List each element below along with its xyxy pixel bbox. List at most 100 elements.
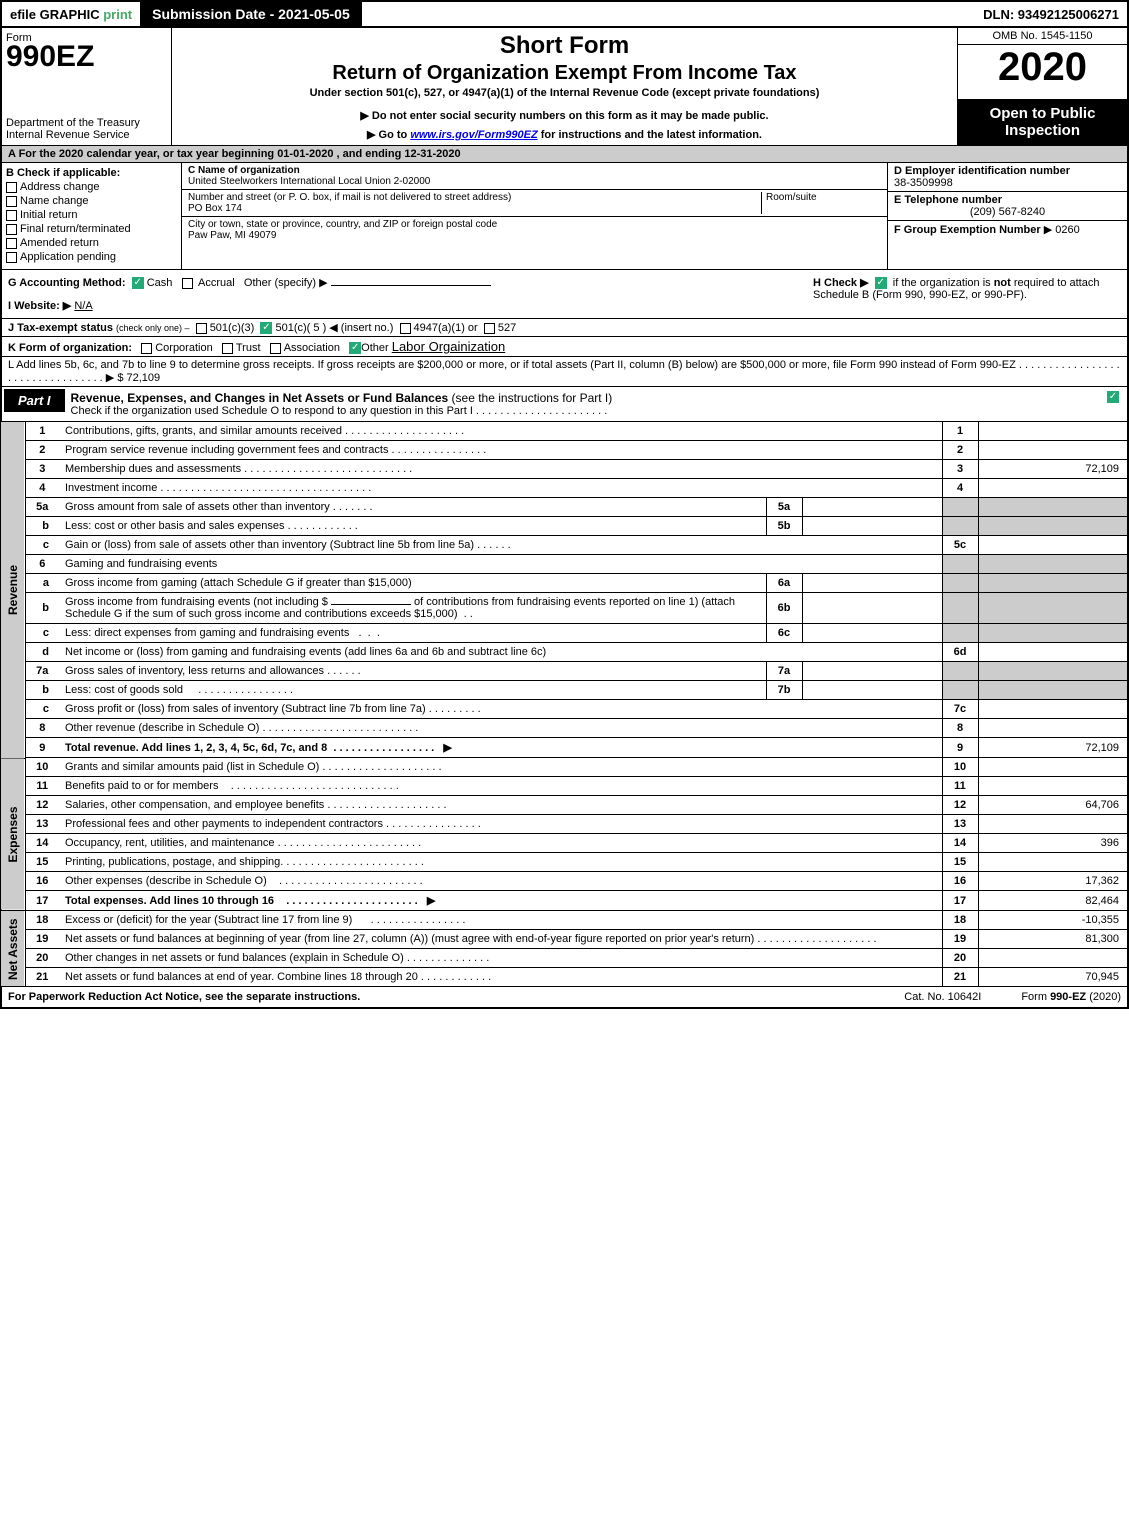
website-value: N/A [74, 300, 92, 312]
line-1: Revenue 1 Contributions, gifts, grants, … [1, 422, 1128, 441]
line-6c: c Less: direct expenses from gaming and … [1, 624, 1128, 643]
row-k-form-org: K Form of organization: Corporation Trus… [0, 337, 1129, 357]
i-label: I Website: ▶ [8, 300, 71, 312]
tax-year: 2020 [958, 45, 1127, 89]
form-title: Short Form [176, 32, 953, 60]
k-other-checked-icon: ✓ [349, 342, 361, 354]
checkbox-icon[interactable] [6, 210, 17, 221]
row-a-tax-year: A For the 2020 calendar year, or tax yea… [0, 146, 1129, 163]
open-to-public: Open to Public Inspection [958, 99, 1127, 145]
line-15: 15 Printing, publications, postage, and … [1, 853, 1128, 872]
line-2: 2 Program service revenue including gove… [1, 441, 1128, 460]
line-6a: a Gross income from gaming (attach Sched… [1, 574, 1128, 593]
h-text1: if the organization is [893, 277, 994, 289]
k-assoc: Association [284, 342, 340, 354]
cash-checked-icon: ✓ [132, 277, 144, 289]
addr-label: Number and street (or P. O. box, if mail… [188, 192, 761, 203]
row-l-gross-receipts: L Add lines 5b, 6c, and 7b to line 9 to … [0, 357, 1129, 387]
ein-value: 38-3509998 [894, 177, 1121, 189]
checkbox-icon[interactable] [6, 224, 17, 235]
irs-link[interactable]: www.irs.gov/Form990EZ [410, 129, 537, 141]
other-option: Other (specify) ▶ [244, 277, 328, 289]
chk-application-pending[interactable]: Application pending [6, 251, 177, 263]
page-footer: For Paperwork Reduction Act Notice, see … [0, 987, 1129, 1009]
part-1-check-line: Check if the organization used Schedule … [71, 405, 613, 417]
top-bar: efile GRAPHIC print Submission Date - 20… [0, 0, 1129, 28]
checkbox-icon[interactable] [222, 343, 233, 354]
l-amount: $ 72,109 [117, 372, 160, 384]
d-label: D Employer identification number [894, 165, 1121, 177]
graphic-word: GRAPHIC [40, 7, 100, 22]
j-501c: 501(c)( 5 ) ◀ (insert no.) [276, 322, 394, 334]
form-number: 990EZ [6, 40, 167, 74]
checkbox-icon[interactable] [6, 196, 17, 207]
line-6b: b Gross income from fundraising events (… [1, 593, 1128, 624]
l-text: L Add lines 5b, 6c, and 7b to line 9 to … [8, 359, 1120, 384]
org-city-block: City or town, state or province, country… [182, 217, 887, 243]
line-8: 8 Other revenue (describe in Schedule O)… [1, 719, 1128, 738]
j-label: J Tax-exempt status [8, 322, 113, 334]
checkbox-icon[interactable] [270, 343, 281, 354]
arrow-icon: ▶ [427, 895, 435, 907]
paperwork-notice: For Paperwork Reduction Act Notice, see … [8, 991, 360, 1003]
part-1-schedule-o-check[interactable]: ✓ [1099, 387, 1127, 407]
j-4947: 4947(a)(1) or [414, 322, 478, 334]
section-bcd: B Check if applicable: Address change Na… [0, 163, 1129, 270]
column-g: G Accounting Method: ✓ Cash Accrual Othe… [2, 270, 807, 318]
line-4: 4 Investment income . . . . . . . . . . … [1, 479, 1128, 498]
line-7a: 7a Gross sales of inventory, less return… [1, 662, 1128, 681]
chk-final-return[interactable]: Final return/terminated [6, 223, 177, 235]
header-right: OMB No. 1545-1150 2020 Open to Public In… [957, 28, 1127, 145]
form-footer-ref: Form 990-EZ (2020) [1021, 991, 1121, 1003]
h-checked-icon: ✓ [875, 277, 887, 289]
line-6: 6 Gaming and fundraising events [1, 555, 1128, 574]
arrow-icon: ▶ [443, 742, 451, 754]
checkbox-icon[interactable] [182, 278, 193, 289]
h-label: H Check ▶ [813, 277, 869, 289]
checkbox-icon[interactable] [6, 182, 17, 193]
column-b-checkboxes: B Check if applicable: Address change Na… [2, 163, 182, 269]
dept-treasury: Department of the Treasury [6, 117, 167, 129]
line-13: 13 Professional fees and other payments … [1, 815, 1128, 834]
header-center: Short Form Return of Organization Exempt… [172, 28, 957, 145]
f-value: 0260 [1055, 224, 1079, 236]
city-label: City or town, state or province, country… [188, 219, 881, 230]
print-word[interactable]: print [103, 7, 132, 22]
line-19: 19 Net assets or fund balances at beginn… [1, 930, 1128, 949]
under-section-text: Under section 501(c), 527, or 4947(a)(1)… [176, 87, 953, 99]
line-5b: b Less: cost or other basis and sales ex… [1, 517, 1128, 536]
chk-amended-return[interactable]: Amended return [6, 237, 177, 249]
line-17-total-expenses: 17 Total expenses. Add lines 10 through … [1, 891, 1128, 911]
f-arrow: ▶ [1044, 224, 1052, 236]
chk-address-change[interactable]: Address change [6, 181, 177, 193]
revenue-side-label: Revenue [1, 422, 25, 758]
checkbox-icon[interactable] [141, 343, 152, 354]
website-line: I Website: ▶ N/A [8, 299, 801, 312]
go-prefix: ▶ Go to [367, 129, 410, 141]
expenses-side-label: Expenses [1, 758, 25, 911]
other-specify-input[interactable] [331, 285, 491, 286]
org-city: Paw Paw, MI 49079 [188, 230, 881, 241]
chk-name-change[interactable]: Name change [6, 195, 177, 207]
go-suffix: for instructions and the latest informat… [541, 129, 762, 141]
k-label: K Form of organization: [8, 342, 132, 354]
k-other: Other [361, 342, 389, 354]
f-group-block: F Group Exemption Number ▶ 0260 [888, 221, 1127, 238]
chk-initial-return[interactable]: Initial return [6, 209, 177, 221]
checkbox-icon[interactable] [484, 323, 495, 334]
submission-date: Submission Date - 2021-05-05 [140, 2, 362, 26]
line-5a: 5a Gross amount from sale of assets othe… [1, 498, 1128, 517]
omb-number: OMB No. 1545-1150 [958, 28, 1127, 45]
line-11: 11 Benefits paid to or for members . . .… [1, 777, 1128, 796]
checkbox-icon[interactable] [400, 323, 411, 334]
checkbox-icon[interactable] [6, 238, 17, 249]
line-5c: c Gain or (loss) from sale of assets oth… [1, 536, 1128, 555]
checkbox-icon[interactable] [196, 323, 207, 334]
form-subtitle: Return of Organization Exempt From Incom… [176, 62, 953, 85]
org-name: United Steelworkers International Local … [188, 176, 881, 187]
line-20: 20 Other changes in net assets or fund b… [1, 949, 1128, 968]
h-not: not [994, 277, 1011, 289]
fundraising-amount-input[interactable] [331, 604, 411, 605]
checkbox-icon[interactable] [6, 252, 17, 263]
row-j-tax-exempt: J Tax-exempt status (check only one) – 5… [0, 319, 1129, 337]
